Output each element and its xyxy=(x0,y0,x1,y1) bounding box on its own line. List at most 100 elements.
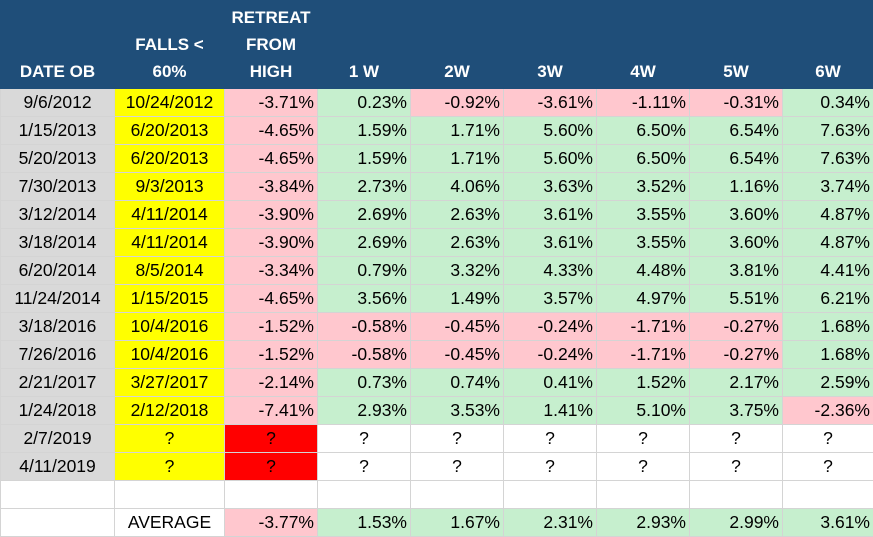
week-4-cell: 6.50% xyxy=(597,117,690,145)
retreat-cell: -4.65% xyxy=(225,117,318,145)
week-2-cell: 1.71% xyxy=(411,145,504,173)
week-6-cell: 6.21% xyxy=(783,285,873,313)
week-5-cell: -0.27% xyxy=(690,341,783,369)
empty-cell xyxy=(115,481,225,509)
week-2-cell: 3.32% xyxy=(411,257,504,285)
spacer-row xyxy=(1,481,873,509)
retreat-cell: ? xyxy=(225,425,318,453)
falls-date-cell: ? xyxy=(115,453,225,481)
retreat-cell: ? xyxy=(225,453,318,481)
empty-cell xyxy=(318,481,411,509)
pending-row: 2/7/2019???????? xyxy=(1,425,873,453)
retreat-cell: -3.84% xyxy=(225,173,318,201)
date-ob-cell: 2/21/2017 xyxy=(1,369,115,397)
average-label: AVERAGE xyxy=(115,509,225,537)
week-1-cell: 0.73% xyxy=(318,369,411,397)
header-falls-line1: FALLS < xyxy=(135,35,203,54)
retreat-cell: -3.90% xyxy=(225,201,318,229)
week-6-cell: 1.68% xyxy=(783,341,873,369)
header-date-ob: DATE OB xyxy=(1,1,115,89)
retreat-cell: -3.90% xyxy=(225,229,318,257)
week-2-cell: ? xyxy=(411,425,504,453)
week-3-cell: 5.60% xyxy=(504,145,597,173)
week-5-cell: 3.60% xyxy=(690,229,783,257)
week-4-cell: 3.55% xyxy=(597,229,690,257)
falls-date-cell: 9/3/2013 xyxy=(115,173,225,201)
header-falls: FALLS <60% xyxy=(115,1,225,89)
falls-date-cell: 8/5/2014 xyxy=(115,257,225,285)
week-2-cell: -0.45% xyxy=(411,313,504,341)
week-3-cell: 3.61% xyxy=(504,229,597,257)
week-3-cell: 0.41% xyxy=(504,369,597,397)
week-3-cell: 3.63% xyxy=(504,173,597,201)
week-4-cell: ? xyxy=(597,453,690,481)
empty-cell xyxy=(411,481,504,509)
header-retreat-line1: RETREAT xyxy=(231,8,310,27)
week-1-cell: 2.93% xyxy=(318,397,411,425)
falls-date-cell: 10/4/2016 xyxy=(115,313,225,341)
week-3-cell: -0.24% xyxy=(504,313,597,341)
week-6-cell: 4.41% xyxy=(783,257,873,285)
week-1-cell: 3.56% xyxy=(318,285,411,313)
date-ob-cell: 3/18/2016 xyxy=(1,313,115,341)
week-4-cell: 1.52% xyxy=(597,369,690,397)
week-5-cell: -0.31% xyxy=(690,89,783,117)
week-4-cell: -1.71% xyxy=(597,313,690,341)
week-5-cell: ? xyxy=(690,453,783,481)
week-5-cell: 3.60% xyxy=(690,201,783,229)
date-ob-cell: 1/24/2018 xyxy=(1,397,115,425)
retreat-cell: -3.34% xyxy=(225,257,318,285)
empty-cell xyxy=(783,481,873,509)
empty-cell xyxy=(597,481,690,509)
week-6-cell: ? xyxy=(783,425,873,453)
week-1-cell: 2.69% xyxy=(318,229,411,257)
retreat-cell: -2.14% xyxy=(225,369,318,397)
header-1w: 1 W xyxy=(318,1,411,89)
falls-date-cell: 10/24/2012 xyxy=(115,89,225,117)
week-4-cell: 3.55% xyxy=(597,201,690,229)
average-retreat-cell: -3.77% xyxy=(225,509,318,537)
week-3-cell: 4.33% xyxy=(504,257,597,285)
falls-date-cell: 4/11/2014 xyxy=(115,229,225,257)
empty-cell xyxy=(225,481,318,509)
week-1-cell: 2.73% xyxy=(318,173,411,201)
date-ob-cell: 4/11/2019 xyxy=(1,453,115,481)
falls-date-cell: 2/12/2018 xyxy=(115,397,225,425)
average-week-6-cell: 3.61% xyxy=(783,509,873,537)
date-ob-cell: 1/15/2013 xyxy=(1,117,115,145)
week-6-cell: 4.87% xyxy=(783,201,873,229)
header-1w-label: 1 W xyxy=(349,62,379,81)
week-2-cell: ? xyxy=(411,453,504,481)
week-2-cell: -0.45% xyxy=(411,341,504,369)
week-1-cell: -0.58% xyxy=(318,341,411,369)
date-ob-cell: 5/20/2013 xyxy=(1,145,115,173)
week-2-cell: 2.63% xyxy=(411,201,504,229)
falls-date-cell: 4/11/2014 xyxy=(115,201,225,229)
week-2-cell: 0.74% xyxy=(411,369,504,397)
falls-date-cell: 10/4/2016 xyxy=(115,341,225,369)
retreat-cell: -1.52% xyxy=(225,313,318,341)
week-6-cell: -2.36% xyxy=(783,397,873,425)
header-4w-label: 4W xyxy=(630,62,656,81)
header-6w-label: 6W xyxy=(815,62,841,81)
week-3-cell: ? xyxy=(504,453,597,481)
retreat-cell: -1.52% xyxy=(225,341,318,369)
week-3-cell: 3.57% xyxy=(504,285,597,313)
week-5-cell: 2.17% xyxy=(690,369,783,397)
date-ob-cell: 9/6/2012 xyxy=(1,89,115,117)
week-2-cell: 3.53% xyxy=(411,397,504,425)
week-4-cell: 5.10% xyxy=(597,397,690,425)
week-2-cell: 4.06% xyxy=(411,173,504,201)
week-5-cell: 3.75% xyxy=(690,397,783,425)
